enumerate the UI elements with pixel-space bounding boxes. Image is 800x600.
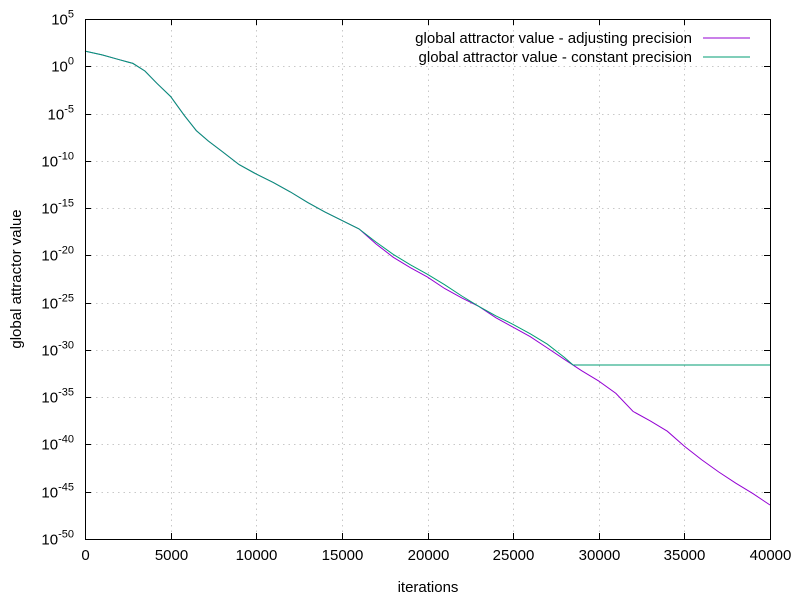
- x-tick-label: 40000: [750, 547, 792, 564]
- ticks: [85, 19, 771, 540]
- y-axis-title: global attractor value: [8, 209, 25, 348]
- legend-label: global attractor value - constant precis…: [419, 49, 692, 66]
- y-tick-label: 10-20: [41, 245, 74, 265]
- y-tick-label: 10-15: [41, 198, 74, 218]
- x-tick-label: 10000: [236, 547, 278, 564]
- y-tick-label: 105: [51, 9, 74, 29]
- x-tick-label: 30000: [579, 547, 621, 564]
- y-tick-label: 10-45: [41, 482, 74, 502]
- legend: global attractor value - adjusting preci…: [415, 30, 750, 66]
- y-tick-label: 10-35: [41, 387, 74, 407]
- legend-label: global attractor value - adjusting preci…: [415, 30, 692, 47]
- y-tick-label: 10-10: [41, 151, 74, 171]
- y-tick-label: 10-25: [41, 293, 74, 313]
- x-tick-label: 35000: [664, 547, 706, 564]
- y-tick-label: 10-50: [41, 529, 74, 549]
- y-tick-label: 100: [51, 56, 74, 76]
- y-tick-label: 10-30: [41, 340, 74, 360]
- x-tick-label: 15000: [322, 547, 364, 564]
- x-tick-label: 0: [81, 547, 89, 564]
- x-axis-title: iterations: [398, 579, 459, 596]
- grid: [85, 19, 770, 539]
- x-tick-label: 5000: [155, 547, 188, 564]
- y-tick-label: 10-40: [41, 434, 74, 454]
- series-line-constant-precision: [84, 50, 770, 366]
- x-tick-label: 20000: [408, 547, 450, 564]
- y-tick-label: 10-5: [48, 104, 74, 124]
- x-tick-labels: 0 5000 10000 15000 20000 25000 30000 35000 40000: [81, 547, 791, 564]
- series-layer: [84, 50, 771, 506]
- x-tick-label: 25000: [493, 547, 535, 564]
- y-tick-labels: 105 100 10-5 10-10 10-15 10-20 10-25 10-30 10-35…: [41, 9, 74, 549]
